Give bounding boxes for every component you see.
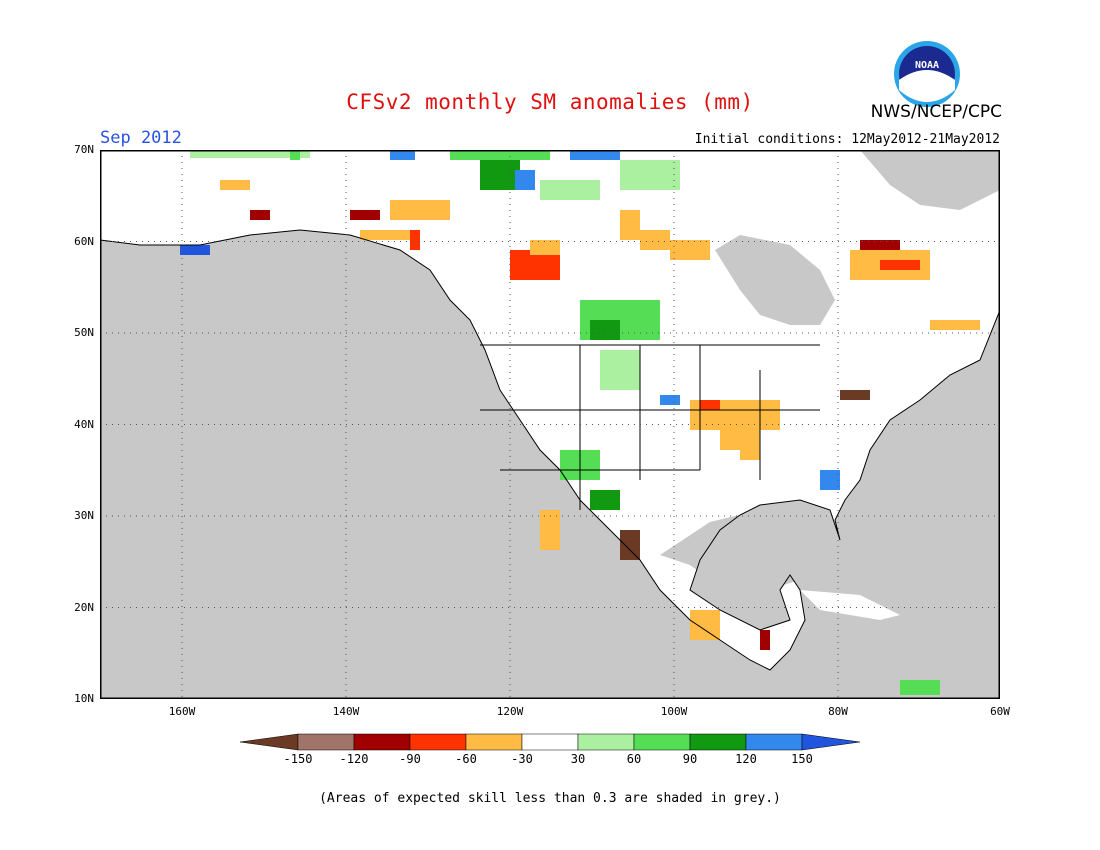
colorbar-label: -30 — [511, 752, 533, 766]
colorbar-bin — [409, 733, 467, 751]
coastline — [100, 229, 1000, 671]
lon-label: 120W — [496, 705, 524, 718]
agency-label: NWS/NCEP/CPC — [870, 102, 1002, 122]
initial-conditions-label: Initial conditions: 12May2012-21May2012 — [694, 132, 1000, 147]
lat-label: 40N — [74, 418, 94, 431]
colorbar — [240, 733, 861, 751]
lon-label: 80W — [828, 705, 848, 718]
lon-label: 100W — [660, 705, 688, 718]
map-panel — [100, 150, 1000, 699]
colorbar-bin — [577, 733, 635, 751]
colorbar-bin — [633, 733, 691, 751]
chart-title: CFSv2 monthly SM anomalies (mm) — [346, 90, 754, 114]
lon-label: 160W — [168, 705, 196, 718]
greenland-land — [860, 150, 1000, 210]
lat-label: 10N — [74, 692, 94, 705]
lat-label: 20N — [74, 601, 94, 614]
colorbar-label: 150 — [791, 752, 813, 766]
lat-label: 50N — [74, 326, 94, 339]
month-label: Sep 2012 — [100, 128, 182, 148]
colorbar-left-arrow — [240, 733, 299, 751]
colorbar-bin — [689, 733, 747, 751]
noaa-logo: NOAA — [894, 41, 960, 107]
colorbar-bin — [521, 733, 579, 751]
colorbar-bin — [353, 733, 411, 751]
colorbar-label: -60 — [455, 752, 477, 766]
colorbar-label: 30 — [570, 752, 586, 766]
map-frame — [100, 150, 1000, 699]
skill-footnote: (Areas of expected skill less than 0.3 a… — [319, 791, 781, 806]
political-boundaries — [480, 344, 820, 510]
gulf-of-mexico — [660, 510, 820, 595]
lon-label: 140W — [332, 705, 360, 718]
lon-label: 60W — [990, 705, 1010, 718]
colorbar-label: 120 — [735, 752, 757, 766]
colorbar-bin — [745, 733, 803, 751]
noaa-logo-text: NOAA — [915, 60, 939, 71]
lat-label: 60N — [74, 235, 94, 248]
colorbar-right-arrow — [801, 733, 861, 751]
lat-label: 30N — [74, 509, 94, 522]
colorbar-label: -90 — [399, 752, 421, 766]
hudson-bay — [715, 235, 835, 325]
colorbar-label: -120 — [339, 752, 369, 766]
lat-label: 70N — [74, 143, 94, 156]
colorbar-label: 90 — [682, 752, 698, 766]
colorbar-label: -150 — [283, 752, 313, 766]
colorbar-bin — [297, 733, 355, 751]
colorbar-bin — [465, 733, 523, 751]
colorbar-label: 60 — [626, 752, 642, 766]
caribbean-land — [800, 590, 900, 620]
gridlines — [100, 150, 1000, 699]
